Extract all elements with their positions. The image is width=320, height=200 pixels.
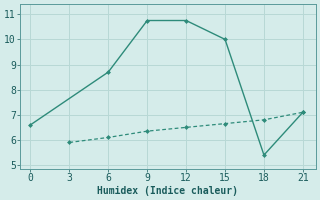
X-axis label: Humidex (Indice chaleur): Humidex (Indice chaleur)	[98, 186, 238, 196]
